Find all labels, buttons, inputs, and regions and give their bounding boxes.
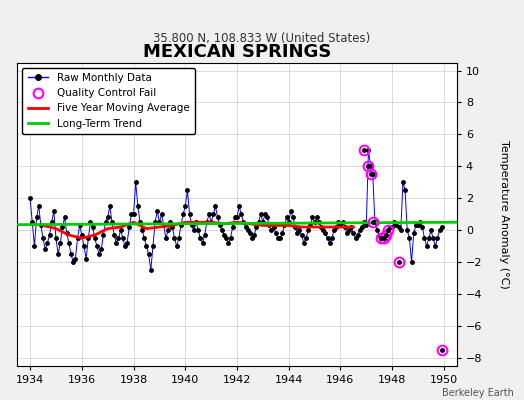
- Text: 35.800 N, 108.833 W (United States): 35.800 N, 108.833 W (United States): [154, 32, 370, 45]
- Title: MEXICAN SPRINGS: MEXICAN SPRINGS: [143, 43, 331, 61]
- Text: Berkeley Earth: Berkeley Earth: [442, 388, 514, 398]
- Y-axis label: Temperature Anomaly (°C): Temperature Anomaly (°C): [499, 140, 509, 289]
- Legend: Raw Monthly Data, Quality Control Fail, Five Year Moving Average, Long-Term Tren: Raw Monthly Data, Quality Control Fail, …: [23, 68, 195, 134]
